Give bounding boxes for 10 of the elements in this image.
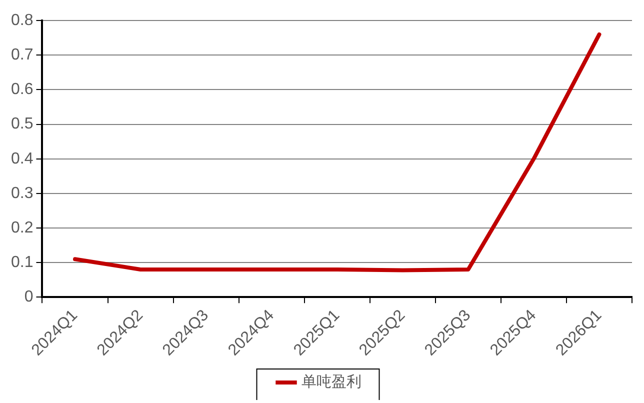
y-tick-label: 0.2	[10, 219, 34, 236]
y-tick-label: 0.5	[10, 116, 34, 133]
y-tick-label: 0.3	[10, 184, 34, 202]
y-tick-label: 0.4	[10, 150, 34, 168]
y-tick-label: 0	[24, 288, 34, 306]
y-tick-label: 0.1	[10, 254, 34, 271]
legend-label: 单吨盈利	[301, 372, 362, 390]
y-tick-label: 0.7	[10, 46, 34, 64]
y-tick-label: 0.6	[10, 81, 34, 98]
y-tick-label: 0.8	[10, 12, 34, 30]
